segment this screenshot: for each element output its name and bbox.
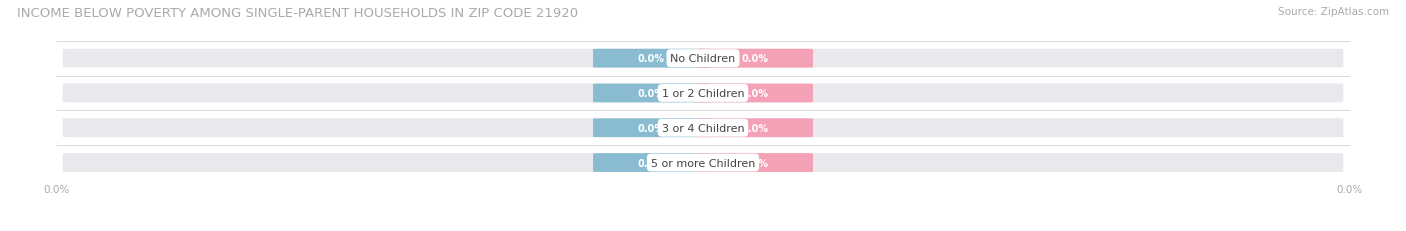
Text: 0.0%: 0.0% bbox=[638, 88, 665, 99]
Text: 0.0%: 0.0% bbox=[638, 54, 665, 64]
FancyBboxPatch shape bbox=[696, 84, 813, 103]
Text: INCOME BELOW POVERTY AMONG SINGLE-PARENT HOUSEHOLDS IN ZIP CODE 21920: INCOME BELOW POVERTY AMONG SINGLE-PARENT… bbox=[17, 7, 578, 20]
Text: Source: ZipAtlas.com: Source: ZipAtlas.com bbox=[1278, 7, 1389, 17]
FancyBboxPatch shape bbox=[63, 154, 1343, 172]
Text: 0.0%: 0.0% bbox=[741, 123, 768, 133]
Text: 3 or 4 Children: 3 or 4 Children bbox=[662, 123, 744, 133]
FancyBboxPatch shape bbox=[696, 50, 813, 68]
Text: 1 or 2 Children: 1 or 2 Children bbox=[662, 88, 744, 99]
FancyBboxPatch shape bbox=[593, 119, 710, 138]
Text: 0.0%: 0.0% bbox=[638, 158, 665, 168]
FancyBboxPatch shape bbox=[696, 154, 813, 172]
FancyBboxPatch shape bbox=[593, 84, 710, 103]
FancyBboxPatch shape bbox=[593, 154, 710, 172]
Text: No Children: No Children bbox=[671, 54, 735, 64]
Text: 5 or more Children: 5 or more Children bbox=[651, 158, 755, 168]
FancyBboxPatch shape bbox=[63, 119, 1343, 138]
Text: 0.0%: 0.0% bbox=[741, 54, 768, 64]
Text: 0.0%: 0.0% bbox=[741, 158, 768, 168]
FancyBboxPatch shape bbox=[696, 119, 813, 138]
FancyBboxPatch shape bbox=[593, 50, 710, 68]
FancyBboxPatch shape bbox=[63, 50, 1343, 68]
FancyBboxPatch shape bbox=[63, 84, 1343, 103]
Text: 0.0%: 0.0% bbox=[638, 123, 665, 133]
Text: 0.0%: 0.0% bbox=[741, 88, 768, 99]
